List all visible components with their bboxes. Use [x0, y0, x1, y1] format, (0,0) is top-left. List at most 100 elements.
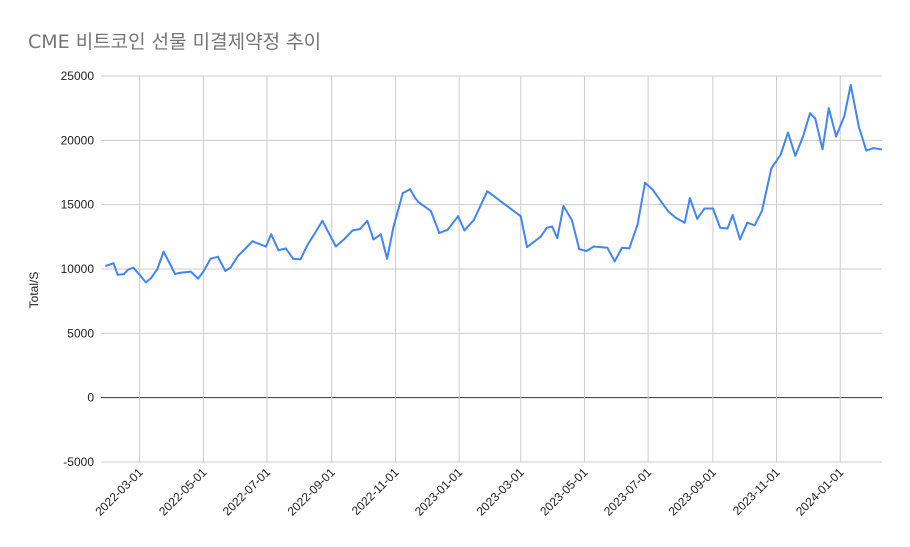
data-point — [821, 148, 824, 151]
data-point — [628, 247, 631, 250]
data-point — [486, 190, 489, 193]
chart-title: CME 비트코인 선물 미결제약정 추이 — [28, 31, 322, 53]
y-axis-label: Total/S — [27, 272, 41, 309]
data-point — [787, 131, 789, 134]
x-tick-label: 2022-03-01 — [92, 465, 146, 519]
data-point — [463, 229, 466, 232]
data-point — [711, 207, 714, 210]
data-point — [731, 214, 734, 216]
data-point — [414, 197, 417, 200]
data-point — [779, 153, 782, 156]
y-tick-label: 10000 — [61, 262, 95, 276]
data-point — [827, 107, 830, 110]
data-point — [379, 233, 382, 236]
data-point — [209, 257, 212, 260]
data-point — [321, 219, 324, 222]
data-point — [472, 219, 475, 222]
data-point — [236, 255, 239, 258]
series-line — [105, 84, 882, 284]
data-point — [739, 238, 741, 241]
data-point — [366, 219, 369, 222]
x-tick-label: 2023-11-01 — [730, 465, 783, 518]
data-point — [578, 248, 581, 251]
data-point — [814, 117, 817, 120]
data-point — [429, 210, 432, 213]
grid-layer — [101, 75, 882, 463]
data-point — [770, 167, 773, 170]
data-point — [156, 268, 159, 270]
data-point — [865, 149, 868, 152]
data-point — [872, 147, 875, 150]
data-point — [116, 273, 119, 276]
data-point — [696, 217, 699, 220]
data-point — [229, 266, 232, 269]
data-point — [551, 225, 554, 228]
data-point — [197, 277, 200, 280]
data-point — [526, 246, 528, 249]
data-point — [539, 235, 542, 238]
data-point — [265, 245, 267, 248]
y-tick-label: 20000 — [61, 133, 95, 147]
data-point — [880, 148, 882, 151]
data-point — [613, 260, 616, 263]
y-tick-label: 15000 — [61, 198, 95, 212]
series-layer — [105, 84, 882, 284]
data-point — [835, 135, 838, 138]
data-point — [562, 205, 565, 207]
data-point — [409, 188, 412, 191]
data-point — [651, 188, 654, 191]
y-tick-label: -5000 — [63, 455, 94, 469]
y-tick-label: 25000 — [61, 69, 95, 83]
data-point — [178, 271, 181, 274]
data-point — [703, 207, 706, 210]
data-point — [144, 281, 147, 284]
data-point — [858, 126, 860, 129]
data-point — [417, 201, 420, 204]
data-point — [314, 232, 316, 234]
data-point — [224, 269, 227, 272]
data-point — [849, 84, 852, 86]
x-tick-label: 2023-03-01 — [474, 465, 528, 519]
data-point — [392, 226, 395, 229]
data-point — [606, 246, 609, 249]
data-point — [621, 246, 623, 249]
x-tick-label: 2022-05-01 — [156, 465, 210, 519]
data-point — [372, 238, 375, 241]
data-point — [284, 247, 287, 250]
data-point — [438, 232, 441, 234]
axis-layer: 25000 20000 15000 10000 5000 0 -50002022-03-01… — [61, 69, 847, 519]
x-tick-label: 2023-01-01 — [412, 465, 466, 519]
data-point — [570, 219, 573, 222]
data-point — [545, 226, 548, 229]
data-point — [801, 136, 804, 139]
data-point — [251, 240, 254, 243]
x-tick-label: 2023-07-01 — [601, 465, 655, 519]
data-point — [457, 215, 460, 218]
data-point — [105, 264, 108, 267]
data-point — [667, 210, 669, 213]
data-point — [162, 250, 165, 253]
x-tick-label: 2023-05-01 — [537, 465, 591, 519]
data-point — [585, 250, 588, 252]
data-point — [726, 227, 729, 230]
x-tick-label: 2024-01-01 — [793, 465, 847, 519]
data-point — [270, 233, 273, 236]
data-point — [760, 210, 763, 213]
data-point — [242, 250, 244, 252]
data-point — [809, 112, 811, 115]
y-tick-label: 5000 — [67, 326, 94, 340]
data-point — [306, 243, 309, 246]
data-point — [334, 245, 337, 248]
data-point — [519, 215, 522, 218]
data-point — [746, 221, 749, 224]
data-point — [123, 273, 125, 276]
data-point — [719, 226, 722, 229]
data-point — [112, 262, 115, 265]
data-point — [216, 255, 219, 258]
data-point — [753, 224, 756, 227]
data-point — [344, 237, 347, 240]
y-tick-label: 0 — [87, 391, 94, 405]
data-point — [683, 221, 686, 224]
